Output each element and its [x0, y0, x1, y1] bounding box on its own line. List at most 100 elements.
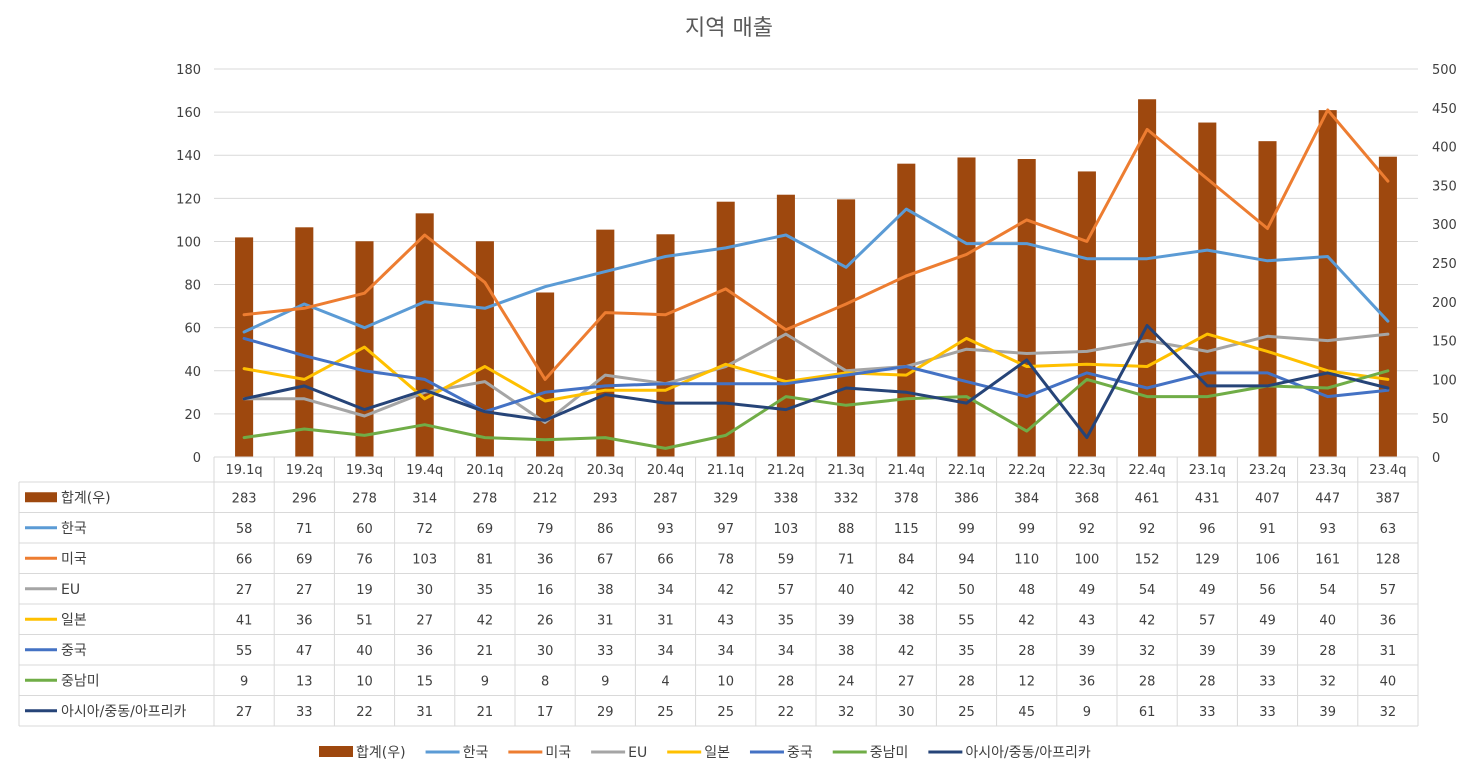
y-right-tick-label: 50 [1432, 412, 1449, 427]
table-cell: 71 [296, 522, 313, 537]
bar [1318, 110, 1337, 458]
table-cell: 93 [1319, 522, 1336, 537]
table-cell: 91 [1259, 522, 1276, 537]
table-cell: 93 [657, 522, 674, 537]
table-cell: 368 [1074, 491, 1099, 506]
bar [596, 229, 615, 457]
legend-label: 아시아/중동/아프리카 [965, 745, 1090, 761]
table-cell: 278 [352, 491, 377, 506]
bar [776, 194, 795, 457]
table-cell: 55 [236, 644, 253, 659]
table-cell: 59 [778, 552, 795, 567]
table-cell: 32 [1380, 705, 1397, 720]
table-cell: 47 [296, 644, 313, 659]
table-cell: 22 [356, 705, 373, 720]
table-cell: 40 [1380, 674, 1397, 689]
table-cell: 287 [653, 491, 678, 506]
table-cell: 41 [236, 613, 253, 628]
table-cell: 96 [1199, 522, 1216, 537]
table-cell: 39 [1259, 644, 1276, 659]
table-cell: 33 [1259, 705, 1276, 720]
table-cell: 57 [1199, 613, 1216, 628]
table-cell: 48 [1018, 583, 1035, 598]
legend-label: 합계(우) [356, 745, 406, 761]
table-cell: 54 [1319, 583, 1336, 598]
table-cell: 100 [1074, 552, 1099, 567]
table-cell: 129 [1195, 552, 1220, 567]
table-cell: 378 [894, 491, 919, 506]
table-cell: 35 [958, 644, 975, 659]
table-cell: 329 [713, 491, 738, 506]
legend-item: 중남미 [832, 745, 908, 761]
table-cell: 71 [838, 552, 855, 567]
table-cell: 56 [1259, 583, 1276, 598]
row-label: 아시아/중동/아프리카 [61, 704, 186, 720]
line-series [242, 108, 1390, 450]
bar [957, 157, 976, 458]
x-tick-label: 22.3q [1068, 463, 1105, 478]
table-cell: 16 [537, 583, 554, 598]
y-left-tick-label: 60 [184, 322, 201, 337]
table-cell: 110 [1014, 552, 1039, 567]
table-cell: 447 [1315, 491, 1340, 506]
table-cell: 32 [1319, 674, 1336, 689]
table-cell: 43 [717, 613, 734, 628]
table-cell: 32 [838, 705, 855, 720]
table-cell: 40 [356, 644, 373, 659]
legend-label: 일본 [704, 745, 730, 761]
table-cell: 63 [1380, 522, 1397, 537]
bar [235, 237, 254, 457]
y-left-tick-label: 160 [176, 106, 201, 121]
table-cell: 128 [1375, 552, 1400, 567]
table-cell: 69 [477, 522, 494, 537]
table-cell: 28 [1199, 674, 1216, 689]
legend: 합계(우) 한국 미국 EU 일본 중국 중남미 아시아/중동/아프리카 [319, 745, 1091, 761]
y-right-tick-label: 500 [1432, 63, 1457, 78]
table-cell: 40 [838, 583, 855, 598]
table-cell: 61 [1139, 705, 1156, 720]
legend-key [319, 746, 353, 757]
table-cell: 67 [597, 552, 614, 567]
y-left-tick-label: 180 [176, 63, 201, 78]
table-cell: 66 [657, 552, 674, 567]
table-cell: 25 [657, 705, 674, 720]
x-tick-label: 19.3q [346, 463, 383, 478]
table-cell: 38 [597, 583, 614, 598]
table-cell: 10 [717, 674, 734, 689]
table-cell: 54 [1139, 583, 1156, 598]
legend-label: 중국 [787, 745, 813, 761]
bar [897, 163, 916, 457]
bar [295, 227, 314, 457]
table-cell: 314 [412, 491, 437, 506]
y-left-tick-label: 40 [184, 365, 201, 380]
y-right-tick-label: 100 [1432, 373, 1457, 388]
y-right-tick-label: 200 [1432, 296, 1457, 311]
row-label: EU [61, 582, 80, 598]
legend-item: 아시아/중동/아프리카 [928, 745, 1091, 761]
table-cell: 25 [958, 705, 975, 720]
table-cell: 76 [356, 552, 373, 567]
table-cell: 50 [958, 583, 975, 598]
table-cell: 386 [954, 491, 979, 506]
x-tick-label: 23.2q [1249, 463, 1286, 478]
table-cell: 332 [834, 491, 859, 506]
x-tick-label: 23.3q [1309, 463, 1346, 478]
table-cell: 8 [541, 674, 549, 689]
table-cell: 97 [717, 522, 734, 537]
y-left-tick-label: 0 [193, 451, 201, 466]
series-line [242, 369, 1390, 450]
table-cell: 22 [778, 705, 795, 720]
table-cell: 278 [472, 491, 497, 506]
bar [1378, 156, 1397, 458]
table-cell: 92 [1139, 522, 1156, 537]
row-label: 일본 [61, 612, 87, 628]
y-right-tick-label: 150 [1432, 335, 1457, 350]
table-cell: 9 [240, 674, 248, 689]
table-cell: 84 [898, 552, 915, 567]
table-cell: 15 [416, 674, 433, 689]
legend-item: 한국 [425, 745, 488, 761]
x-tick-label: 21.3q [827, 463, 864, 478]
legend-item: 합계(우) [319, 745, 406, 761]
table-cell: 36 [1079, 674, 1096, 689]
